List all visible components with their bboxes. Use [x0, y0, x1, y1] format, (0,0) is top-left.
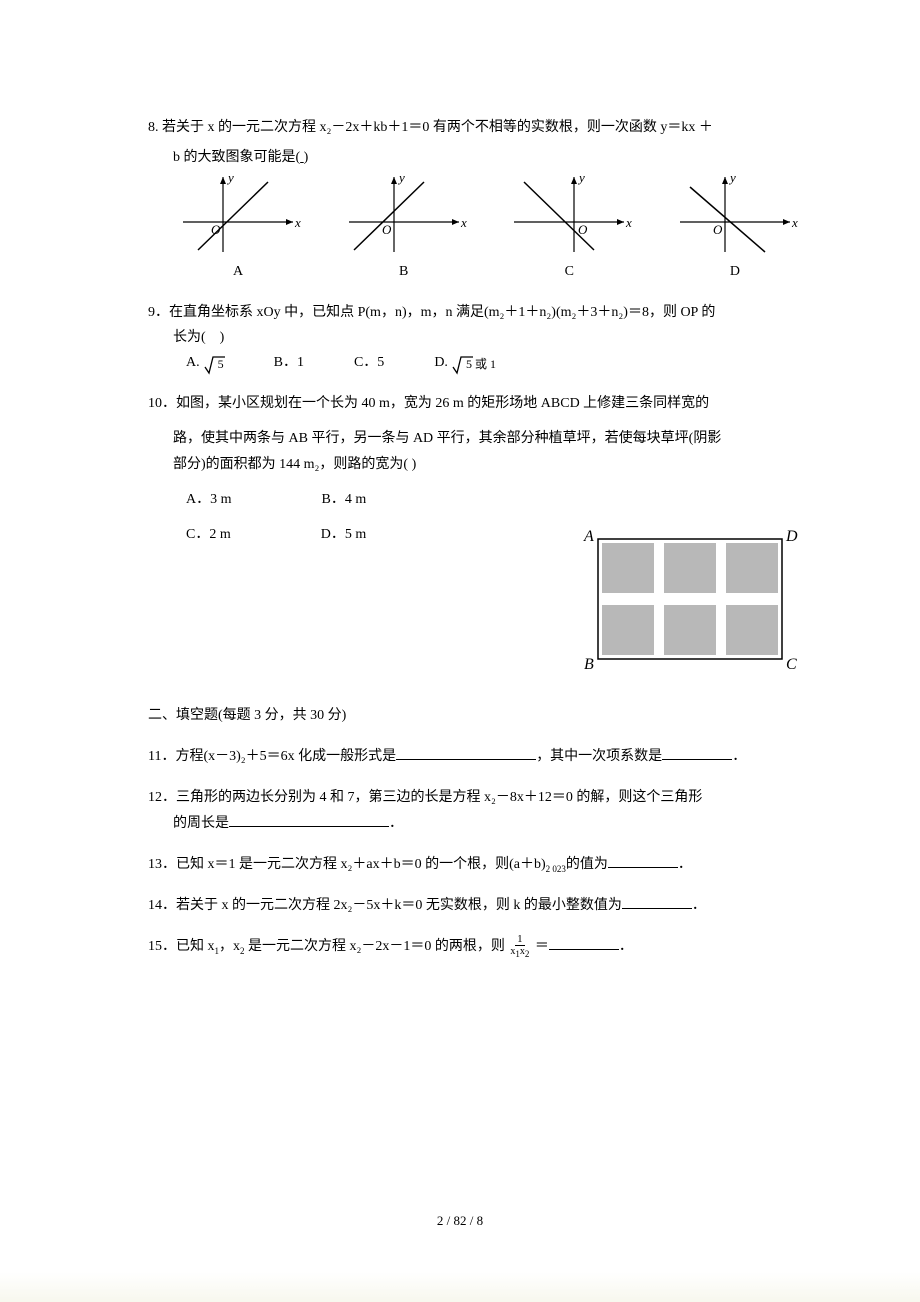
q15-fraction: 1 x1x2 — [510, 934, 529, 959]
q8-graph-c: x y O C — [504, 172, 634, 284]
q9-stem-line2: 长为( — [173, 330, 206, 345]
section2-title: 二、填空题(每题 3 分，共 30 分) — [148, 703, 800, 728]
graph-label-a: A — [233, 259, 243, 284]
q10-opt-d: D．5 m — [321, 522, 367, 547]
q9-opt-c: C．5 — [354, 350, 384, 375]
q10-opt-a: A．3 m — [186, 487, 232, 512]
q14-end: ． — [692, 898, 706, 913]
q13-blank — [608, 852, 678, 868]
q9-stem-line1: 9．在直角坐标系 xOy 中，已知点 P(m，n)，m，n 满足(m₂＋1＋n₂… — [148, 300, 800, 325]
svg-text:y: y — [397, 172, 405, 185]
q15-frac-num: 1 — [515, 934, 525, 946]
q12-blank — [229, 811, 389, 827]
page-number: 2 / 82 / 8 — [0, 1209, 920, 1232]
question-11: 11．方程(x－3)₂＋5＝6x 化成一般形式是 ，其中一次项系数是 ． — [148, 744, 800, 769]
q11-pre: 11．方程(x－3)₂＋5＝6x 化成一般形式是 — [148, 749, 396, 764]
q10-opt-c: C．2 m — [186, 522, 231, 547]
question-12: 12．三角形的两边长分别为 4 和 7，第三边的长是方程 x₂－8x＋12＝0 … — [148, 785, 800, 835]
svg-text:y: y — [577, 172, 585, 185]
q15-end: ． — [619, 939, 633, 954]
q8-graphs: x y O A x y O B — [173, 172, 800, 284]
q12-line2-wrap: 的周长是 ． — [148, 811, 800, 836]
q15-eq: ＝ — [535, 939, 549, 954]
svg-text:x: x — [791, 215, 798, 230]
q13-pre: 13．已知 x＝1 是一元二次方程 x₂＋ax＋b＝0 的一个根，则(a＋b) — [148, 857, 546, 872]
svg-text:x: x — [294, 215, 301, 230]
q9-opt-a: A. 5 — [186, 350, 224, 375]
svg-text:x: x — [625, 215, 632, 230]
q8-graph-a: x y O A — [173, 172, 303, 284]
q8-stem-line1: 8. 若关于 x 的一元二次方程 x₂－2x＋kb＋1＝0 有两个不相等的实数根… — [148, 115, 800, 140]
q9-stem-end: ) — [220, 330, 225, 345]
grid-diagram-svg: A D B C — [580, 521, 800, 676]
q9-d-pre: D. — [434, 350, 448, 375]
section-2: 二、填空题(每题 3 分，共 30 分) 11．方程(x－3)₂＋5＝6x 化成… — [148, 703, 800, 959]
svg-text:O: O — [578, 222, 588, 237]
q9-blank — [209, 330, 220, 345]
q15-frac-den: x1x2 — [510, 946, 529, 959]
graph-label-b: B — [399, 259, 408, 284]
graph-c-svg: x y O — [504, 172, 634, 257]
q14-blank — [622, 893, 692, 909]
graph-b-svg: x y O — [339, 172, 469, 257]
question-10: 10．如图，某小区规划在一个长为 40 m，宽为 26 m 的矩形场地 ABCD… — [148, 391, 800, 547]
question-9: 9．在直角坐标系 xOy 中，已知点 P(m，n)，m，n 满足(m₂＋1＋n₂… — [148, 300, 800, 376]
q15-pre: 15．已知 x — [148, 939, 215, 954]
question-8: 8. 若关于 x 的一元二次方程 x₂－2x＋kb＋1＝0 有两个不相等的实数根… — [148, 115, 800, 285]
q8-stem-end: ) — [304, 150, 309, 165]
svg-text:O: O — [382, 222, 392, 237]
q11-blank2 — [662, 744, 732, 760]
graph-d-svg: x y O — [670, 172, 800, 257]
q8-graph-b: x y O B — [339, 172, 469, 284]
q9-stem-line2-wrap: 长为( ) — [148, 325, 800, 350]
label-c: C — [786, 656, 797, 673]
graph-label-d: D — [730, 259, 740, 284]
q11-mid: ，其中一次项系数是 — [536, 749, 662, 764]
q9-opt-d: D. 5 或 1 — [434, 350, 496, 375]
svg-text:y: y — [226, 172, 234, 185]
q8-stem-line2: b 的大致图象可能是( — [173, 150, 300, 165]
q9-opt-b: B．1 — [274, 350, 304, 375]
q11-end: ． — [732, 749, 746, 764]
svg-text:O: O — [713, 222, 723, 237]
label-b: B — [584, 656, 594, 673]
label-d: D — [785, 528, 798, 545]
q14-pre: 14．若关于 x 的一元二次方程 2x₂－5x＋k＝0 无实数根，则 k 的最小… — [148, 898, 622, 913]
q12-line1: 12．三角形的两边长分别为 4 和 7，第三边的长是方程 x₂－8x＋12＝0 … — [148, 785, 800, 810]
q12-line2-pre: 的周长是 — [173, 816, 229, 831]
q10-line2: 路，使其中两条与 AB 平行，另一条与 AD 平行，其余部分种植草坪，若使每块草… — [148, 426, 798, 451]
q8-stem-line2-wrap: b 的大致图象可能是( ) — [148, 145, 800, 170]
q9-options: A. 5 B．1 C．5 D. 5 或 1 — [186, 350, 800, 375]
q9-a-pre: A. — [186, 350, 200, 375]
svg-text:x: x — [460, 215, 467, 230]
q15-mid2: 是一元二次方程 x₂－2x－1＝0 的两根，则 — [245, 939, 505, 954]
graph-label-c: C — [565, 259, 574, 284]
q8-graph-d: x y O D — [670, 172, 800, 284]
question-14: 14．若关于 x 的一元二次方程 2x₂－5x＋k＝0 无实数根，则 k 的最小… — [148, 893, 800, 918]
q13-end: ． — [678, 857, 692, 872]
q9-d-val: 5 或 1 — [466, 354, 496, 376]
q9-a-val: 5 — [218, 354, 224, 376]
q12-end: ． — [389, 816, 403, 831]
q13-sub: 2 023 — [546, 864, 566, 874]
q11-blank1 — [396, 744, 536, 760]
question-13: 13．已知 x＝1 是一元二次方程 x₂＋ax＋b＝0 的一个根，则(a＋b)2… — [148, 852, 800, 877]
q10-diagram: A D B C — [580, 521, 800, 685]
graph-a-svg: x y O — [173, 172, 303, 257]
question-15: 15．已知 x1，x2 是一元二次方程 x₂－2x－1＝0 的两根，则 1 x1… — [148, 934, 800, 959]
svg-text:y: y — [728, 172, 736, 185]
label-a: A — [583, 528, 594, 545]
q10-line3: 部分)的面积都为 144 m₂，则路的宽为( ) — [148, 452, 798, 477]
page-footer-fade — [0, 1272, 920, 1302]
q13-mid: 的值为 — [566, 857, 608, 872]
q15-mid1: ，x — [219, 939, 240, 954]
q10-line1: 10．如图，某小区规划在一个长为 40 m，宽为 26 m 的矩形场地 ABCD… — [148, 391, 798, 416]
q10-opt-b: B．4 m — [322, 487, 367, 512]
q15-blank — [549, 934, 619, 950]
